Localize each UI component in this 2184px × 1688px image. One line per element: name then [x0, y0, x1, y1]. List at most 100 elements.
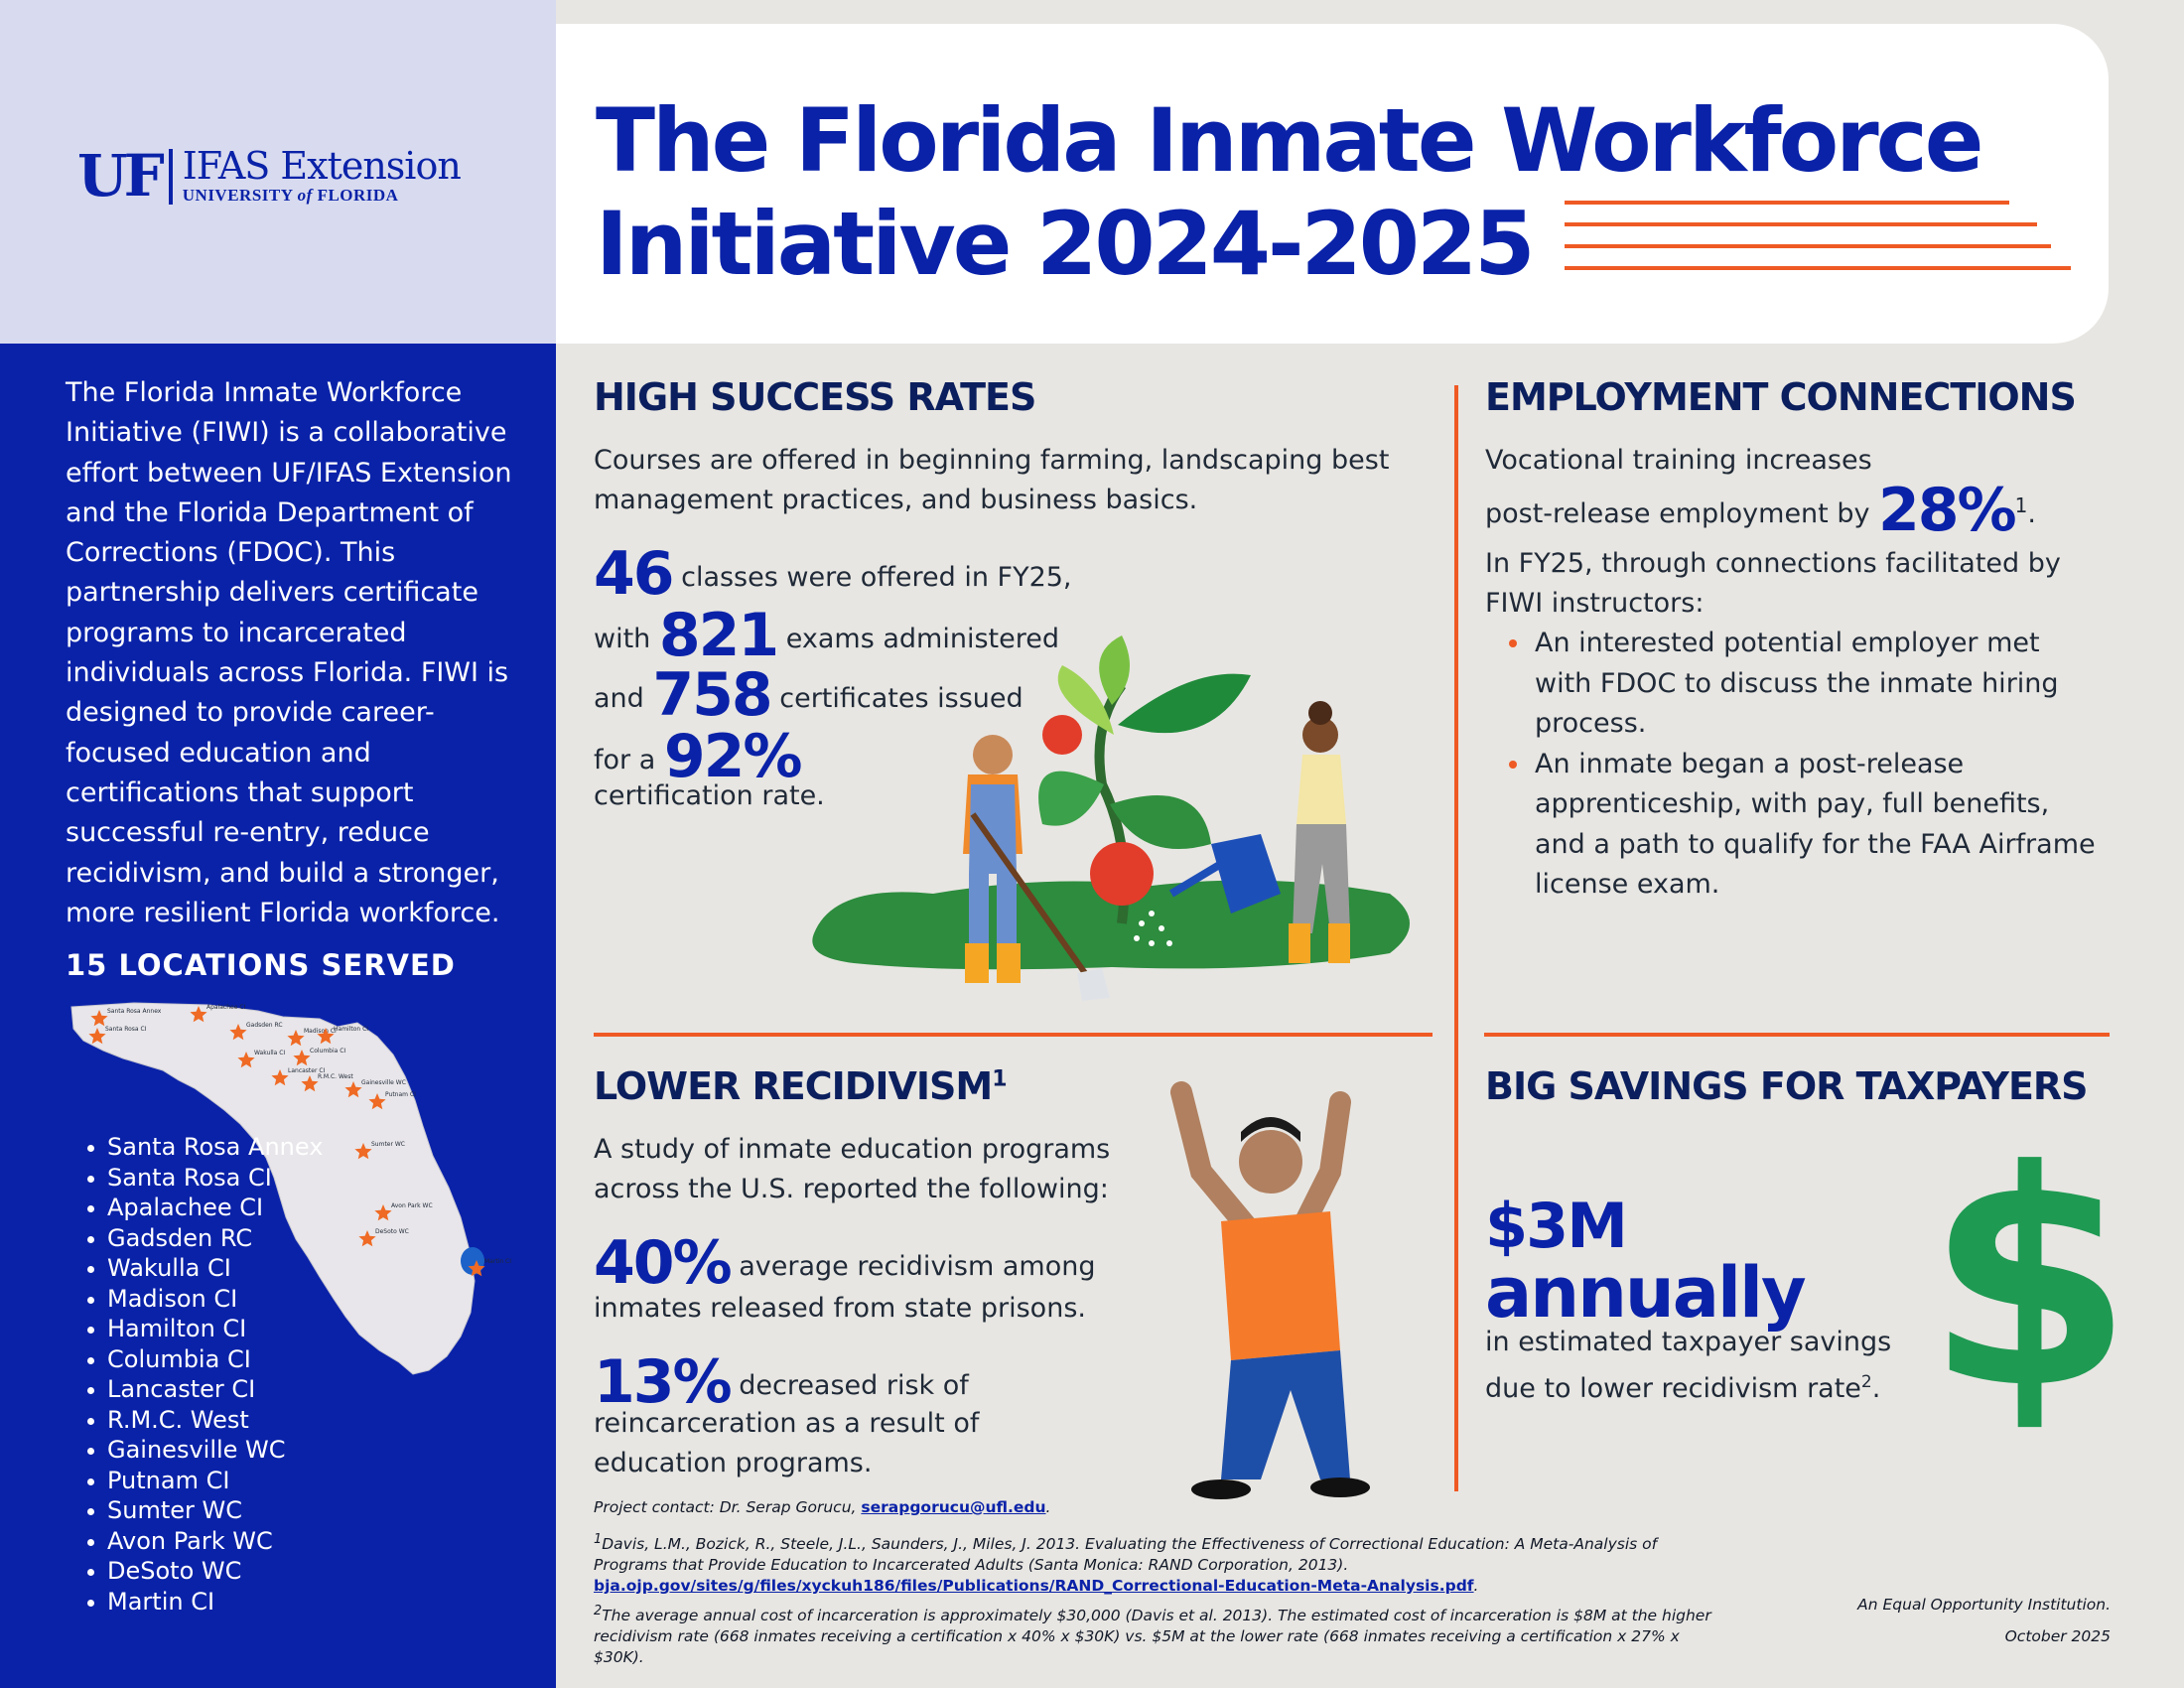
location-item: Lancaster CI [87, 1374, 323, 1405]
locations-list: Santa Rosa Annex Santa Rosa CI Apalachee C… [87, 1132, 323, 1617]
footnote-2: 2The average annual cost of incarceratio… [594, 1604, 1711, 1667]
leaf-1 [1038, 771, 1104, 826]
title-accent-line-4 [1565, 266, 2071, 270]
logo-ifas: IFAS Extension [182, 144, 462, 188]
leaf-5 [1057, 665, 1114, 735]
farmer-man-illustration [963, 735, 1110, 1001]
savings-annually: annually [1485, 1252, 1807, 1334]
leaf-3 [1118, 673, 1251, 734]
success-intro: Courses are offered in beginning farming… [594, 445, 1390, 515]
location-star-icon [354, 1143, 372, 1160]
location-item: Columbia CI [87, 1344, 323, 1375]
map-label: Gainesville WC [361, 1079, 406, 1086]
location-item: Santa Rosa Annex [87, 1132, 323, 1163]
recidivism-intro: A study of inmate education programs acr… [594, 1134, 1111, 1204]
contact-email-link[interactable]: serapgorucu@ufl.edu [861, 1498, 1046, 1516]
map-label: R.M.C. West [318, 1073, 353, 1080]
location-item: Apalachee CI [87, 1193, 323, 1223]
footnote-1-link[interactable]: bja.ojp.gov/sites/g/files/xyckuh186/file… [594, 1577, 1474, 1596]
spout [1168, 860, 1224, 898]
uf-ifas-logo: UF IFAS Extension UNIVERSITY of FLORIDA [77, 142, 462, 210]
employment-line-2: post-release employment by 28%1. [1485, 476, 2036, 545]
locations-heading: 15 LOCATIONS SERVED [66, 948, 456, 982]
recidivism-heading: LOWER RECIDIVISM1 [594, 1064, 1008, 1108]
certs-stat: and 758 certificates issued [594, 660, 1024, 730]
map-label: Lancaster CI [288, 1067, 326, 1074]
title-line-1: The Florida Inmate Workforce [596, 89, 1983, 192]
logo-panel: UF IFAS Extension UNIVERSITY of FLORIDA [0, 0, 556, 344]
florida-map: Santa Rosa Annex Santa Rosa CI Apalachee C… [60, 993, 526, 1420]
recidivism-stat-1: 40% average recidivism among [594, 1228, 1096, 1298]
recidivism-stat-2-cont-1: reincarceration as a result of [594, 1408, 980, 1439]
tomato-2 [1042, 715, 1082, 755]
savings-amount: $3M [1485, 1190, 1628, 1262]
exams-stat: with 821 exams administered [594, 601, 1059, 670]
ground [812, 880, 1410, 970]
project-contact: Project contact: Dr. Serap Gorucu, serap… [594, 1498, 1051, 1516]
sidebar: UF IFAS Extension UNIVERSITY of FLORIDA … [0, 0, 556, 1688]
map-label: Putnam CI [385, 1091, 416, 1098]
location-star-icon [88, 1028, 106, 1045]
recidivism-stat-2-cont-2: education programs. [594, 1448, 873, 1478]
map-label: Columbia CI [310, 1048, 345, 1055]
employment-fy25: In FY25, through connections facilitated… [1485, 548, 2061, 619]
employment-percent: 28% [1878, 476, 2017, 545]
location-star-icon [344, 1081, 362, 1098]
map-label: Santa Rosa Annex [107, 1008, 162, 1015]
map-label: DeSoto WC [375, 1228, 409, 1235]
map-label: Madison CI [304, 1028, 337, 1035]
savings-heading: BIG SAVINGS FOR TAXPAYERS [1485, 1064, 2089, 1108]
left-section-divider [594, 1033, 1433, 1037]
logo-uf: UF [77, 142, 165, 210]
title-accent-line-3 [1565, 244, 2051, 248]
location-star-icon [368, 1093, 386, 1110]
location-item: Martin CI [87, 1587, 323, 1618]
location-item: Gainesville WC [87, 1435, 323, 1466]
watering-can [1211, 834, 1281, 914]
location-star-icon [358, 1230, 376, 1247]
employment-bullets: An interested potential employer met wit… [1509, 624, 2105, 906]
map-label: Sumter WC [371, 1141, 405, 1148]
center-divider [1454, 385, 1458, 1491]
location-star-icon [374, 1204, 392, 1221]
location-item: Hamilton CI [87, 1314, 323, 1344]
recidivism-stat-1-cont: inmates released from state prisons. [594, 1293, 1086, 1324]
map-label: Apalachee CI [206, 1004, 246, 1011]
location-item: Madison CI [87, 1284, 323, 1315]
savings-line-2: due to lower recidivism rate2. [1485, 1372, 1881, 1404]
leaf-4 [1099, 635, 1130, 705]
publication-date: October 2025 [2004, 1627, 2111, 1645]
location-item: Gadsden RC [87, 1223, 323, 1254]
location-item: Santa Rosa CI [87, 1163, 323, 1194]
location-star-icon [317, 1028, 335, 1045]
location-star-icon [301, 1075, 319, 1092]
florida-shape [70, 1002, 476, 1375]
water-drops [1134, 911, 1172, 946]
savings-line-1: in estimated taxpayer savings [1485, 1327, 1892, 1357]
title-accent-line-1 [1565, 201, 2009, 205]
location-star-icon [287, 1030, 305, 1047]
dollar-sign-icon: $ [1926, 1107, 2133, 1454]
recidivism-stat-2: 13% decreased risk of [594, 1347, 969, 1417]
location-star-icon [90, 1010, 108, 1027]
employment-bullet: An interested potential employer met wit… [1509, 624, 2105, 745]
logo-university: UNIVERSITY of FLORIDA [182, 186, 399, 205]
rate-stat: for a 92% [594, 722, 802, 791]
page-title: The Florida Inmate Workforce Initiative … [596, 89, 1983, 296]
farm-illustration [812, 635, 1410, 1001]
gardener-woman-illustration [1289, 701, 1350, 963]
location-item: Sumter WC [87, 1495, 323, 1526]
title-card: The Florida Inmate Workforce Initiative … [556, 24, 2109, 344]
location-star-icon [229, 1024, 247, 1041]
location-star-icon [237, 1052, 255, 1068]
title-accent-line-2 [1565, 222, 2037, 226]
map-label: Hamilton CI [334, 1026, 368, 1033]
title-line-2: Initiative 2024-2025 [596, 193, 1535, 295]
map-label: Martin CI [484, 1258, 511, 1265]
location-star-icon [190, 1006, 207, 1023]
celebrating-man-illustration [1170, 1081, 1370, 1499]
success-heading: HIGH SUCCESS RATES [594, 375, 1036, 419]
map-label: Avon Park WC [391, 1202, 433, 1209]
map-label: Wakulla CI [254, 1050, 285, 1056]
